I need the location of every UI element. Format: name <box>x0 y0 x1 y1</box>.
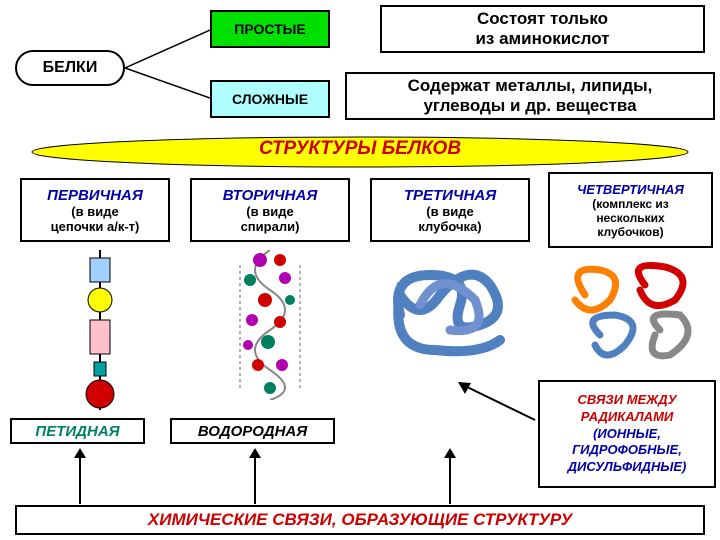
primary-illustration <box>80 250 120 410</box>
peptide-label: ПЕТИДНАЯ <box>35 423 119 440</box>
peptide-box: ПЕТИДНАЯ <box>10 418 145 444</box>
secondary-sub2: спирали) <box>241 219 300 234</box>
radical-box: СВЯЗИ МЕЖДУ РАДИКАЛАМИ (ИОННЫЕ, ГИДРОФОБ… <box>538 380 716 488</box>
complex-desc-box: Содержат металлы, липиды, углеводы и др.… <box>345 72 715 120</box>
tertiary-sub2: клубочка) <box>418 219 481 234</box>
simple-label: ПРОСТЫЕ <box>234 21 305 37</box>
secondary-sub1: (в виде <box>246 204 293 219</box>
hydrogen-box: ВОДОРОДНАЯ <box>170 418 335 444</box>
connector-lines <box>125 28 210 100</box>
primary-sub1: (в виде <box>71 204 118 219</box>
primary-sub2: цепочки а/к-т) <box>51 219 140 234</box>
footer-text: ХИМИЧЕСКИЕ СВЯЗИ, ОБРАЗУЮЩИЕ СТРУКТУРУ <box>148 510 572 530</box>
tertiary-illustration <box>380 255 520 375</box>
hydrogen-label: ВОДОРОДНАЯ <box>198 423 307 440</box>
tertiary-sub1: (в виде <box>426 204 473 219</box>
quaternary-box: ЧЕТВЕРТИЧНАЯ (комплекс из нескольких клу… <box>548 172 713 248</box>
radical-title: СВЯЗИ МЕЖДУ <box>578 392 677 409</box>
quaternary-sub2: нескольких <box>596 211 664 225</box>
footer-box: ХИМИЧЕСКИЕ СВЯЗИ, ОБРАЗУЮЩИЕ СТРУКТУРУ <box>15 505 705 535</box>
arrow-3 <box>440 448 460 504</box>
secondary-illustration <box>210 250 330 400</box>
secondary-title: ВТОРИЧНАЯ <box>223 187 318 204</box>
proteins-box: БЕЛКИ <box>15 50 125 86</box>
primary-box: ПЕРВИЧНАЯ (в виде цепочки а/к-т) <box>20 178 170 242</box>
radical-l3: ДИСУЛЬФИДНЫЕ) <box>568 459 687 476</box>
arrow-radical <box>455 380 540 430</box>
complex-desc-2: углеводы и др. вещества <box>423 96 636 116</box>
quaternary-sub3: клубочков) <box>597 225 663 239</box>
quaternary-title: ЧЕТВЕРТИЧНАЯ <box>577 182 684 197</box>
banner-text: СТРУКТУРЫ БЕЛКОВ <box>30 138 690 160</box>
complex-label: СЛОЖНЫЕ <box>232 91 308 107</box>
radical-l1: (ИОННЫЕ, <box>593 426 661 443</box>
tertiary-box: ТРЕТИЧНАЯ (в виде клубочка) <box>370 178 530 242</box>
simple-desc-1: Состоят только <box>477 9 608 29</box>
arrow-1 <box>70 448 90 504</box>
tertiary-title: ТРЕТИЧНАЯ <box>404 187 496 204</box>
radical-l2: ГИДРОФОБНЫЕ, <box>572 442 682 459</box>
simple-desc-2: из аминокислот <box>475 29 609 49</box>
quaternary-illustration <box>555 255 705 375</box>
simple-box: ПРОСТЫЕ <box>210 10 330 48</box>
complex-desc-1: Содержат металлы, липиды, <box>408 76 653 96</box>
secondary-box: ВТОРИЧНАЯ (в виде спирали) <box>190 178 350 242</box>
primary-title: ПЕРВИЧНАЯ <box>47 187 143 204</box>
arrow-2 <box>245 448 265 504</box>
proteins-label: БЕЛКИ <box>43 59 98 77</box>
quaternary-sub1: (комплекс из <box>592 197 668 211</box>
complex-box: СЛОЖНЫЕ <box>210 80 330 118</box>
radical-title2: РАДИКАЛАМИ <box>581 409 674 426</box>
simple-desc-box: Состоят только из аминокислот <box>380 5 705 53</box>
